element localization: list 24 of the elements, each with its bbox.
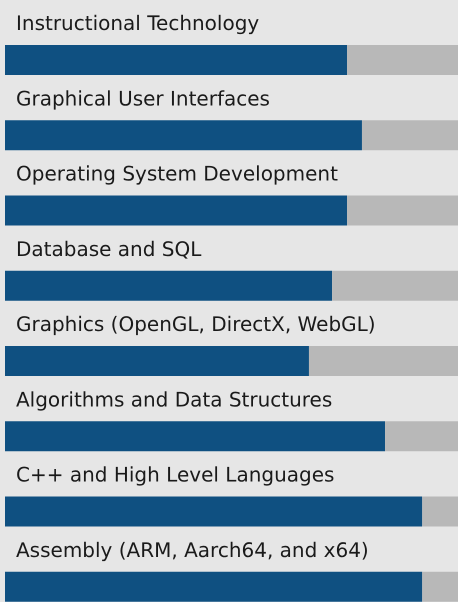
bar xyxy=(422,496,458,526)
bar xyxy=(347,196,458,226)
bar xyxy=(5,421,386,452)
bar xyxy=(5,270,332,301)
bar xyxy=(308,346,458,376)
bar xyxy=(5,45,348,75)
y-tick-label: Algorithms and Data Structures xyxy=(16,387,332,412)
bar xyxy=(347,45,458,75)
bar xyxy=(5,496,422,526)
y-tick-label: Graphics (OpenGL, DirectX, WebGL) xyxy=(16,312,376,336)
bar xyxy=(332,270,458,301)
y-tick-label: Assembly (ARM, Aarch64, and x64) xyxy=(16,538,369,562)
bar xyxy=(5,572,422,602)
y-tick-label: Database and SQL xyxy=(16,236,202,261)
bar xyxy=(422,572,458,602)
bar xyxy=(362,120,458,150)
y-tick-label: Instructional Technology xyxy=(16,11,260,35)
y-tick-label: Operating System Development xyxy=(16,162,338,186)
bar xyxy=(5,120,362,150)
bar xyxy=(385,421,458,452)
bar xyxy=(5,196,348,226)
y-tick-label: Graphical User Interfaces xyxy=(16,86,270,110)
y-tick-label: C++ and High Level Languages xyxy=(16,462,334,486)
bar xyxy=(5,346,309,376)
